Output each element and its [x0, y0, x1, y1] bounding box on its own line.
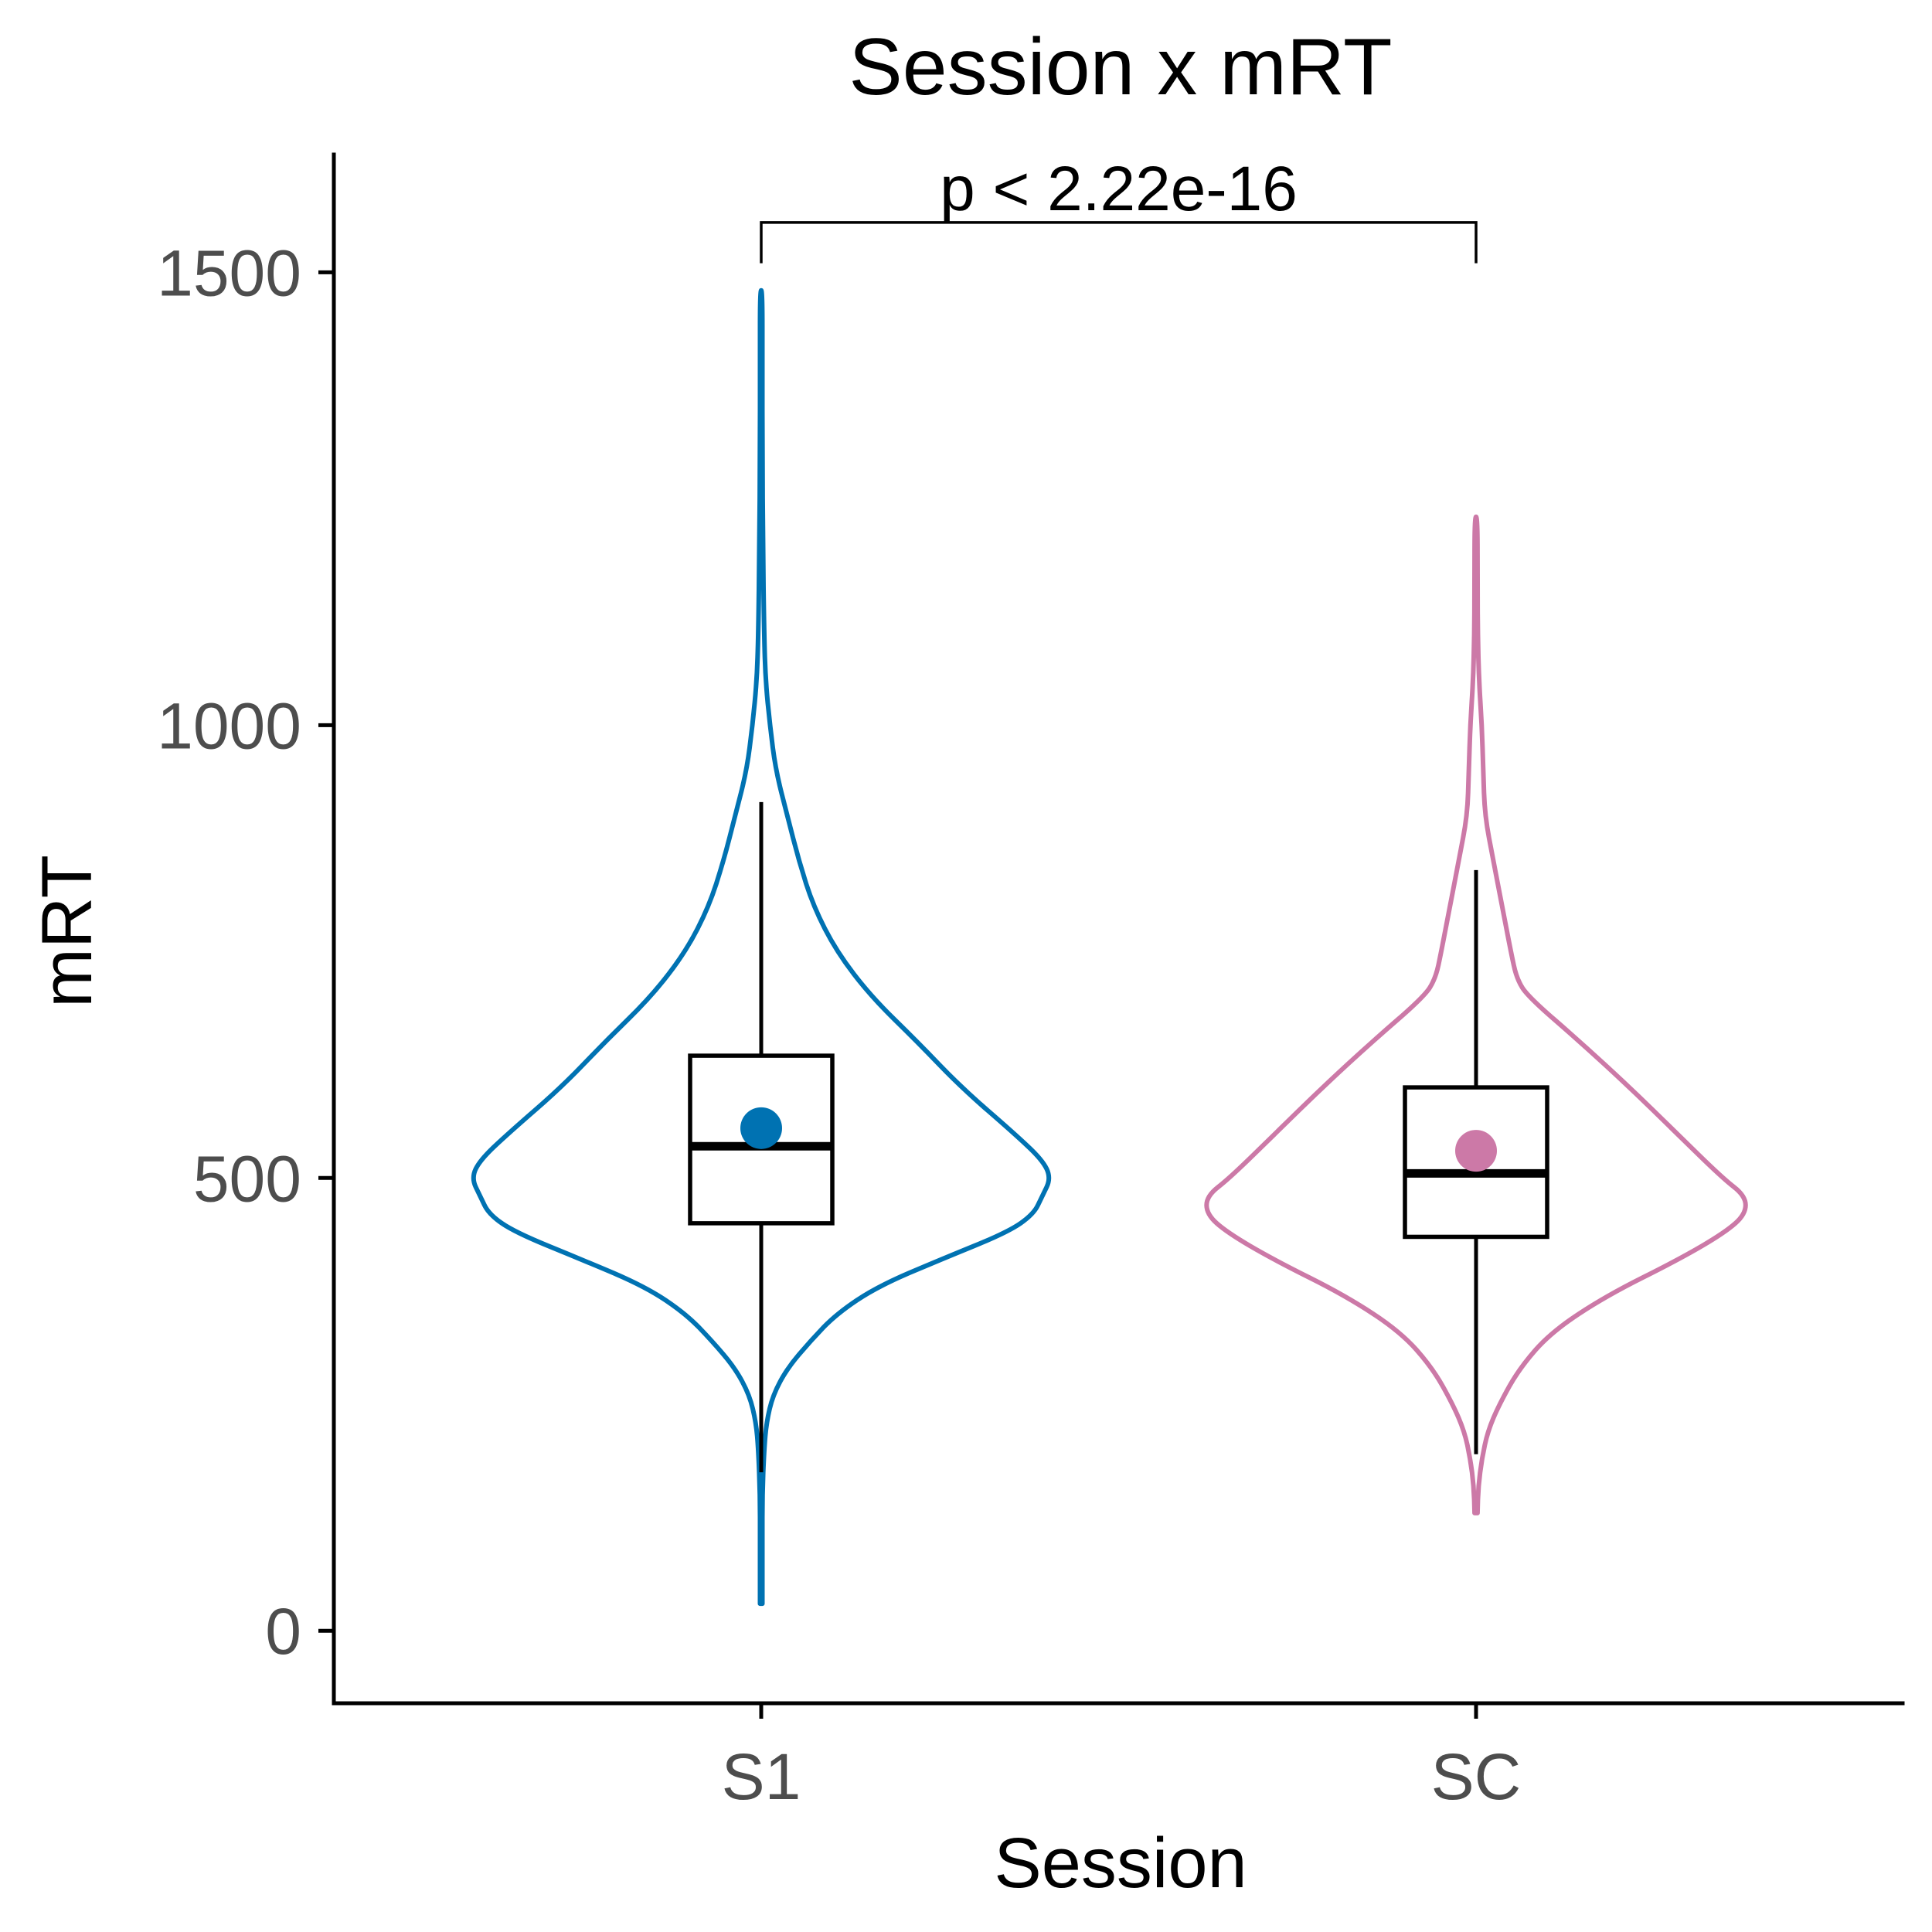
significance-bracket [760, 221, 1478, 264]
y-axis-title: mRT [28, 855, 107, 1008]
x-axis-title: Session [994, 1824, 1247, 1903]
y-tick-label: 1000 [157, 689, 301, 762]
x-tick-label: SC [1431, 1740, 1522, 1813]
violin-sc [1204, 514, 1748, 1515]
boxplots [688, 801, 1549, 1473]
y-axis-ticks: 0 500 1000 1500 [157, 236, 334, 1668]
y-tick-label: 500 [193, 1142, 301, 1215]
annotations: p < 2.22e-16 [760, 154, 1478, 264]
x-axis-ticks: S1 SC [722, 1703, 1522, 1813]
y-tick-label: 1500 [157, 236, 301, 309]
mean-points [740, 1107, 1497, 1172]
chart-title: Session x mRT [849, 22, 1392, 112]
x-tick-label: S1 [722, 1740, 801, 1813]
violins [471, 287, 1748, 1607]
violin-s1 [471, 287, 1052, 1607]
y-tick-label: 0 [265, 1595, 301, 1668]
mean-point-sc [1455, 1130, 1497, 1172]
mean-point-s1 [740, 1107, 782, 1149]
significance-label: p < 2.22e-16 [940, 154, 1298, 224]
